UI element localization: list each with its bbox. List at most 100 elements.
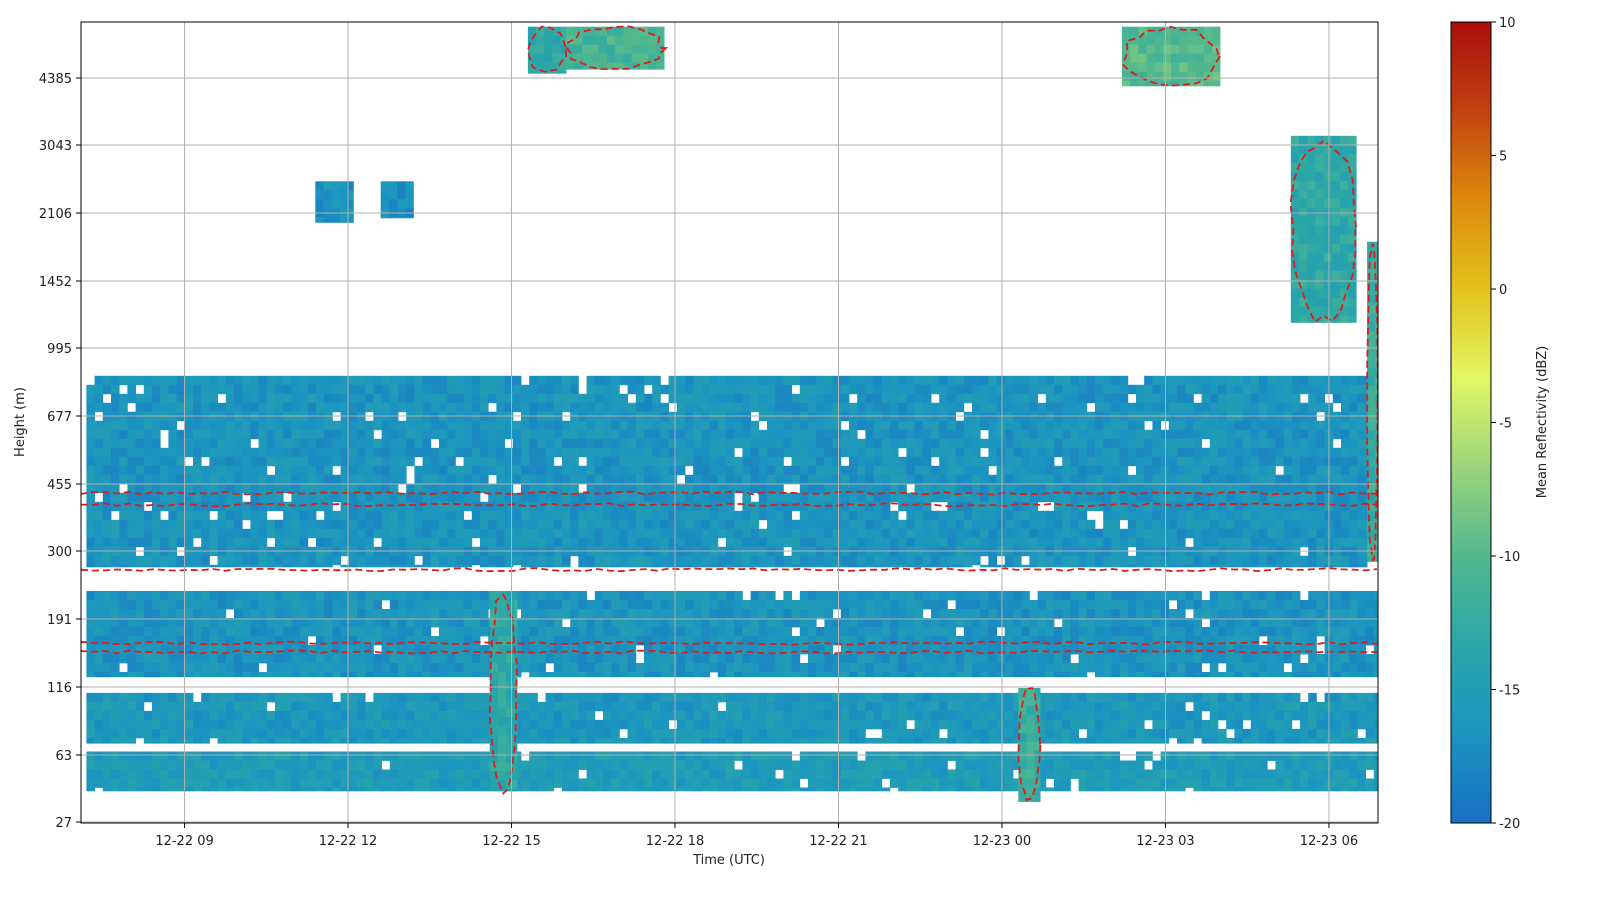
heatmap-cell — [840, 402, 850, 413]
heatmap-cell — [931, 692, 940, 703]
heatmap-cell — [701, 564, 710, 568]
heatmap-cell — [348, 600, 358, 610]
heatmap-cell — [660, 519, 669, 530]
heatmap-cell — [275, 375, 284, 386]
heatmap-cell — [799, 600, 809, 610]
heatmap-cell — [152, 447, 161, 458]
heatmap-cell — [119, 456, 128, 467]
heatmap-cell — [873, 483, 883, 494]
heatmap-cell — [832, 564, 842, 568]
heatmap-cell — [324, 492, 333, 503]
heatmap-cell — [685, 393, 694, 404]
heatmap-cell — [217, 645, 227, 655]
heatmap-cell — [1086, 492, 1096, 503]
heatmap-cell — [767, 402, 776, 413]
heatmap-cell — [111, 609, 120, 619]
heatmap-cell — [857, 402, 866, 413]
heatmap-cell — [414, 510, 423, 521]
heatmap-cell — [488, 375, 497, 386]
heatmap-cell — [881, 564, 891, 568]
heatmap-cell — [455, 393, 464, 404]
heatmap-cell — [1004, 402, 1014, 413]
heatmap-cell — [414, 636, 423, 646]
heatmap-cell — [258, 555, 268, 566]
heatmap-cell — [1021, 591, 1030, 601]
heatmap-cell — [234, 501, 243, 512]
heatmap-cell — [783, 519, 792, 530]
heatmap-cell — [1283, 600, 1293, 610]
heatmap-cell — [1234, 429, 1243, 440]
heatmap-cell — [1070, 645, 1079, 655]
heatmap-cell — [824, 402, 833, 413]
heatmap-cell — [471, 429, 481, 440]
heatmap-cell — [816, 402, 825, 413]
heatmap-cell — [135, 492, 145, 503]
heatmap-cell — [931, 375, 940, 386]
heatmap-cell — [234, 510, 243, 521]
heatmap-cell — [348, 692, 358, 703]
heatmap-cell — [1177, 456, 1186, 467]
heatmap-cell — [102, 654, 112, 664]
heatmap-cell — [799, 692, 809, 703]
heatmap-cell — [603, 402, 612, 413]
heatmap-cell — [283, 600, 292, 610]
heatmap-cell — [135, 429, 145, 440]
heatmap-cell — [299, 654, 309, 664]
heatmap-cell — [603, 465, 612, 476]
heatmap-cell — [406, 483, 415, 494]
heatmap-cell — [619, 555, 628, 566]
heatmap-cell — [832, 375, 842, 386]
heatmap-cell — [193, 438, 202, 449]
heatmap-cell — [873, 555, 883, 566]
heatmap-cell — [398, 438, 407, 449]
heatmap-cell — [111, 692, 120, 703]
heatmap-cell — [521, 438, 530, 449]
heatmap-cell — [184, 654, 194, 664]
heatmap-cell — [1316, 465, 1325, 476]
heatmap-cell — [840, 645, 850, 655]
heatmap-cell — [1218, 564, 1227, 568]
heatmap-cell — [1242, 591, 1252, 601]
heatmap-cell — [193, 654, 202, 664]
heatmap-cell — [537, 402, 546, 413]
heatmap-cell — [373, 438, 382, 449]
heatmap-cell — [750, 645, 760, 655]
heatmap-cell — [717, 591, 727, 601]
heatmap-cell — [1062, 465, 1071, 476]
heatmap-cell — [1021, 483, 1030, 494]
heatmap-cell — [603, 627, 612, 637]
heatmap-cell — [767, 510, 776, 521]
heatmap-cell — [996, 654, 1006, 664]
heatmap-cell — [340, 456, 350, 467]
heatmap-cell — [726, 447, 735, 458]
heatmap-cell — [86, 528, 95, 539]
heatmap-cell — [1021, 600, 1030, 610]
heatmap-cell — [553, 510, 563, 521]
heatmap-cell — [258, 492, 268, 503]
heatmap-cell — [119, 465, 128, 476]
heatmap-cell — [1185, 456, 1194, 467]
heatmap-cell — [217, 456, 227, 467]
heatmap-cell — [1045, 627, 1055, 637]
heatmap-cell — [890, 465, 899, 476]
heatmap-cell — [1218, 384, 1227, 395]
heatmap-cell — [152, 528, 161, 539]
heatmap-cell — [365, 447, 374, 458]
heatmap-cell — [980, 465, 989, 476]
heatmap-cell — [635, 465, 645, 476]
heatmap-cell — [439, 510, 448, 521]
heatmap-cell — [627, 483, 637, 494]
heatmap-cell — [1267, 609, 1276, 619]
heatmap-cell — [340, 492, 350, 503]
heatmap-cell — [685, 627, 694, 637]
heatmap-cell — [439, 654, 448, 664]
heatmap-cell — [996, 447, 1006, 458]
heatmap-cell — [767, 393, 776, 404]
heatmap-cell — [1300, 465, 1309, 476]
heatmap-cell — [890, 420, 899, 431]
heatmap-cell — [299, 555, 309, 566]
heatmap-cell — [1054, 627, 1063, 637]
heatmap-cell — [299, 672, 309, 678]
heatmap-cell — [529, 654, 538, 664]
heatmap-cell — [225, 510, 235, 521]
